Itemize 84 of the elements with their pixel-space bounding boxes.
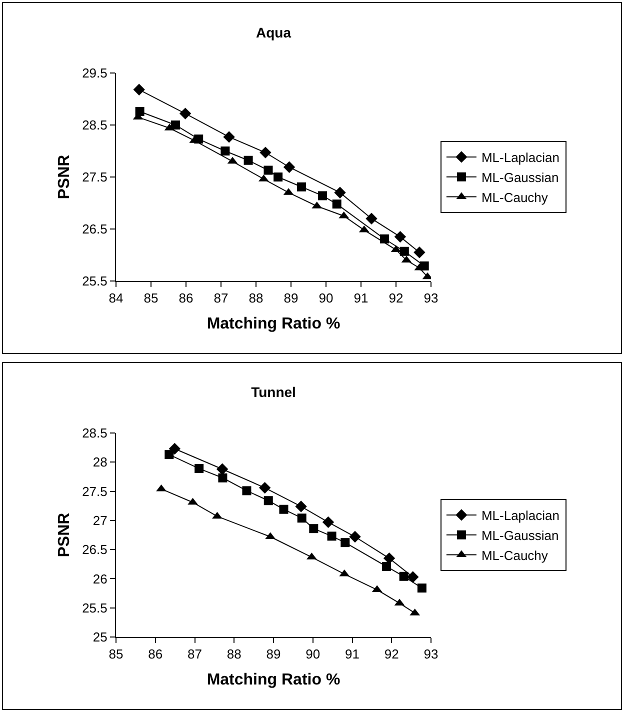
x-tick-label: 87 — [214, 290, 228, 306]
x-tick-label: 88 — [226, 646, 242, 662]
legend-label: ML-Cauchy — [481, 190, 548, 205]
x-tick-label: 85 — [108, 646, 124, 662]
point — [332, 200, 342, 209]
point — [297, 182, 306, 192]
point — [220, 146, 230, 156]
y-tick-label: 27 — [92, 512, 108, 528]
point — [244, 156, 253, 165]
point — [218, 473, 228, 482]
x-tick-label: 88 — [248, 290, 264, 306]
point — [171, 120, 180, 130]
y-tick-label: 28.5 — [82, 118, 108, 133]
legend-label: ML-Cauchy — [481, 548, 548, 563]
point — [309, 524, 318, 534]
legend-label: ML-Gaussian — [481, 528, 559, 543]
point — [133, 84, 145, 96]
legend-label: ML-Laplacian — [481, 508, 560, 524]
point — [188, 498, 198, 505]
point — [264, 166, 273, 175]
x-tick-label: 93 — [424, 290, 438, 306]
point — [417, 584, 426, 593]
point — [334, 186, 346, 198]
x-tick-label: 89 — [284, 290, 298, 306]
x-tick-label: 86 — [178, 290, 194, 306]
y-tick-label: 28 — [92, 454, 108, 470]
x-tick-label: 90 — [318, 290, 334, 306]
point — [194, 464, 204, 474]
point — [400, 246, 409, 256]
y-tick-label: 25.5 — [82, 274, 108, 289]
point — [399, 572, 408, 581]
point — [340, 538, 350, 548]
y-tick-label: 27.5 — [82, 484, 108, 499]
x-tick-label: 91 — [354, 290, 368, 306]
point — [295, 500, 307, 512]
x-tick-label: 86 — [148, 646, 163, 662]
point — [366, 212, 378, 224]
point — [179, 108, 192, 120]
point — [318, 191, 327, 200]
point — [156, 484, 166, 492]
point — [260, 146, 272, 158]
y-tick-label: 28.5 — [82, 426, 108, 441]
point — [216, 463, 228, 475]
x-tick-label: 90 — [306, 646, 320, 662]
point — [407, 571, 419, 583]
point — [414, 246, 426, 258]
point — [322, 516, 334, 528]
x-axis-title: Matching Ratio % — [206, 671, 340, 688]
point — [223, 131, 235, 143]
x-tick-label: 89 — [266, 646, 281, 662]
chart-title: Aqua — [256, 24, 292, 40]
y-axis-title: PSNR — [56, 512, 73, 558]
x-axis-title: Matching Ratio % — [206, 315, 340, 332]
legend-label: ML-Laplacian — [481, 150, 560, 166]
point — [164, 450, 174, 460]
x-tick-label: 87 — [188, 646, 202, 662]
point — [258, 482, 271, 494]
point — [394, 230, 406, 243]
x-tick-label: 84 — [108, 290, 124, 306]
x-tick-label: 93 — [424, 646, 438, 662]
y-tick-label: 27.5 — [82, 170, 108, 185]
y-tick-label: 25.5 — [82, 600, 108, 616]
y-axis-title: PSNR — [56, 154, 73, 200]
x-tick-label: 92 — [388, 290, 404, 306]
x-tick-label: 85 — [144, 290, 158, 306]
point — [297, 514, 306, 523]
point — [380, 234, 389, 244]
legend-label: ML-Gaussian — [481, 170, 559, 185]
point — [274, 172, 283, 182]
y-tick-label: 25 — [92, 630, 108, 645]
y-tick-label: 26.5 — [82, 222, 108, 237]
point — [382, 562, 392, 571]
x-tick-label: 91 — [345, 646, 360, 662]
point — [242, 486, 252, 496]
point — [279, 504, 288, 514]
point — [283, 161, 296, 173]
chart-title: Tunnel — [251, 384, 296, 400]
y-tick-label: 26 — [92, 571, 108, 586]
y-tick-label: 26.5 — [82, 542, 108, 558]
y-tick-label: 29.5 — [82, 66, 108, 81]
point — [327, 532, 336, 541]
x-tick-label: 92 — [384, 646, 399, 662]
point — [264, 496, 273, 506]
point — [349, 530, 361, 543]
